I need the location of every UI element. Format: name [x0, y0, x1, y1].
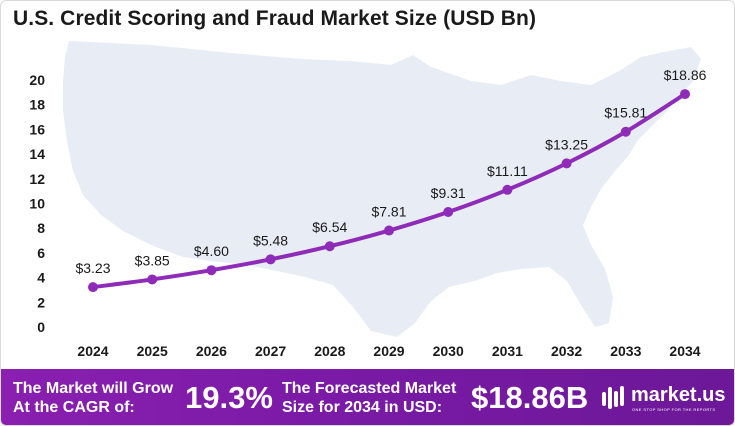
data-label: $18.86: [664, 67, 707, 83]
data-point: [620, 126, 631, 137]
data-label: $15.81: [604, 105, 647, 121]
forecast-caption-line1: The Forecasted Market: [282, 380, 457, 397]
x-tick-label: 2024: [77, 343, 108, 359]
x-tick-label: 2032: [551, 343, 582, 359]
chart-title: U.S. Credit Scoring and Fraud Market Siz…: [13, 7, 537, 30]
line-chart: 0 2 4 6 8 10 12 14 16 18 20 2024 2025 2026 2027 2028 20…: [29, 41, 707, 359]
x-tick-label: 2031: [492, 343, 523, 359]
y-tick-label: 20: [29, 72, 45, 88]
data-point: [561, 158, 572, 169]
data-point: [680, 89, 690, 100]
data-point: [324, 241, 335, 252]
forecast-value: $18.86B: [471, 380, 589, 415]
y-tick-label: 10: [29, 196, 45, 212]
y-tick-label: 0: [37, 319, 45, 335]
data-point: [147, 274, 158, 285]
data-label: $5.48: [253, 232, 288, 248]
y-tick-label: 18: [29, 97, 45, 113]
data-point: [443, 207, 454, 218]
data-label: $13.25: [545, 136, 588, 152]
x-tick-label: 2029: [373, 343, 404, 359]
data-label: $9.31: [431, 185, 466, 201]
data-label: $3.85: [135, 252, 170, 268]
data-label: $11.11: [487, 163, 528, 179]
data-label: $3.23: [75, 260, 110, 276]
y-tick-label: 8: [37, 220, 45, 236]
data-point: [206, 265, 217, 276]
data-point: [88, 282, 98, 293]
data-point: [384, 225, 394, 236]
y-tick-label: 16: [29, 121, 45, 137]
data-point: [265, 254, 276, 265]
brand-name: market.us: [631, 384, 726, 406]
cagr-caption: The Market will Grow At the CAGR of:: [13, 379, 173, 417]
y-tick-label: 14: [29, 146, 45, 162]
market-us-logo-icon: [602, 386, 624, 409]
brand-tagline: ONE STOP SHOP FOR THE REPORTS: [632, 407, 716, 412]
forecast-caption: The Forecasted Market Size for 2034 in U…: [282, 379, 456, 417]
x-tick-label: 2027: [255, 343, 286, 359]
x-tick-label: 2026: [196, 343, 227, 359]
x-tick-label: 2025: [137, 343, 168, 359]
cagr-value: 19.3%: [185, 380, 273, 415]
y-tick-label: 2: [37, 294, 45, 310]
forecast-caption-line2: Size for 2034 in USD:: [282, 399, 443, 416]
data-point: [502, 184, 513, 195]
y-tick-label: 4: [37, 270, 45, 286]
us-map-background: [63, 41, 701, 337]
x-tick-label: 2034: [669, 343, 700, 359]
market-us-logo: market.us ONE STOP SHOP FOR THE REPORTS: [601, 383, 733, 417]
x-tick-label: 2030: [433, 343, 464, 359]
cagr-caption-line2: At the CAGR of:: [13, 399, 135, 416]
x-tick-label: 2033: [610, 343, 641, 359]
x-tick-label: 2028: [314, 343, 345, 359]
data-label: $6.54: [312, 219, 347, 235]
cagr-caption-line1: The Market will Grow: [13, 380, 174, 397]
footer-banner: The Market will Grow At the CAGR of: 19.…: [1, 369, 734, 425]
y-tick-label: 12: [29, 171, 45, 187]
data-label: $4.60: [194, 243, 229, 259]
y-tick-label: 6: [37, 245, 45, 261]
data-label: $7.81: [371, 204, 406, 220]
